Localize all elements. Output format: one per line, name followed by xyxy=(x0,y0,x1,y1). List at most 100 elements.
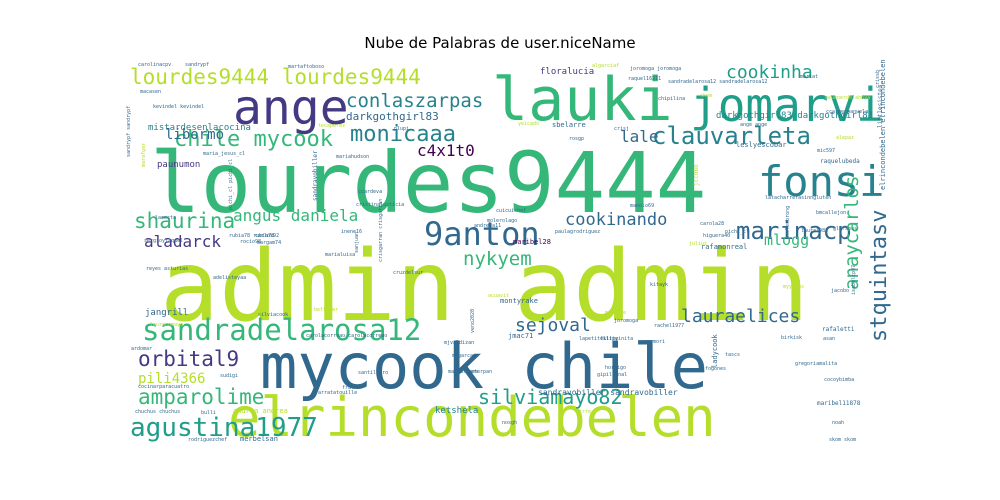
word-monicaaa: monicaaa xyxy=(350,122,456,147)
word-darkgothgirl83: darkgothgirl83 xyxy=(346,110,439,123)
word-tascs: tascs xyxy=(725,352,740,358)
word-asolesbrong: asolesbrong xyxy=(785,206,791,239)
word-mistardesenlacocina: mistardesenlacocina xyxy=(148,123,251,133)
word-rachel1977: rachel1977 xyxy=(654,323,684,329)
word-shaurina: shaurina xyxy=(134,209,235,233)
word-ardomar: ardomar xyxy=(131,346,152,352)
word-paunumon: paunumon xyxy=(157,160,200,170)
word-julius: julius xyxy=(689,241,707,247)
word-chile-mycook: chile mycook xyxy=(174,127,333,152)
word-jangrill: jangrill xyxy=(145,308,188,318)
word-anaycarlos: anaycarlos xyxy=(841,176,863,290)
word-ange-ange: ange ange xyxy=(740,122,767,128)
word-clauvarleta: clauvarleta xyxy=(652,122,811,150)
word-c4x1t0: c4x1t0 xyxy=(417,141,475,160)
word-cruzdelsur: cruzdelsur xyxy=(393,270,423,276)
word-silviamayo82: silviamayo82 xyxy=(478,385,623,409)
cloud-canvas xyxy=(129,62,899,447)
word-fonsi: fonsi xyxy=(758,157,884,206)
word-andrea-andrea: andrea andrea xyxy=(233,407,288,415)
word-ccarmenmanuela: ccarmenmanuela xyxy=(826,109,868,115)
word-isabelcp97: isabelcp97 xyxy=(851,265,857,295)
word-lourdes9444-lourdes9444: lourdes9444 lourdes9444 xyxy=(130,65,421,89)
word-lauracomayo: lauracomayo xyxy=(150,322,183,328)
word-nosgh: nosgh xyxy=(502,420,517,426)
word-hormigo: hormigo xyxy=(605,365,626,371)
word-mic597: mic597 xyxy=(817,148,835,154)
word-cuicuichef: cuicuichef xyxy=(496,208,526,214)
word-cookinando: cookinando xyxy=(565,210,667,230)
word-myytrax: myytrax xyxy=(783,284,804,290)
word-jccobo: jccobo xyxy=(693,164,700,186)
word-cocoybimba: cocoybimba xyxy=(824,377,854,383)
word-algarciaf: algarciaf xyxy=(592,63,619,69)
word-rafamonreal: rafamonreal xyxy=(701,243,747,251)
word-ladycook: ladycook xyxy=(711,333,719,368)
word-pichi-cl-pichi-cl: pichi_cl pichi_cl xyxy=(228,159,234,210)
word-laura1982: laura1982 xyxy=(801,228,828,234)
word-crisgarran-crisgarran: crisgarran crisgarran xyxy=(378,199,384,262)
word-molerolago: molerolago xyxy=(487,218,517,224)
word-sandradelarosa12-sandradelarosa12: sandradelarosa12 sandradelarosa12 xyxy=(668,79,767,85)
word-malcarases: malcarases xyxy=(448,369,478,375)
word-silviacook: silviacook xyxy=(258,312,288,318)
word-mariat: mariat xyxy=(800,74,818,80)
word-mariahudson: mariahudson xyxy=(336,154,369,160)
word-gregoriamalita: gregoriamalita xyxy=(795,361,837,367)
word-mjvaldizan: mjvaldizan xyxy=(444,340,474,346)
word-crissb: crissb xyxy=(875,70,881,88)
word-9anton: 9anton xyxy=(424,215,540,253)
word-reyes-asturias: reyes asturias xyxy=(146,266,188,272)
word-carola28: carola28 xyxy=(700,221,724,227)
word-cookinha: cookinha xyxy=(726,62,813,83)
word-mlogg: mlogg xyxy=(764,231,809,249)
word-maribel28: maribel28 xyxy=(513,238,551,246)
word-inene16: inene16 xyxy=(341,229,362,235)
word-nykyem: nykyem xyxy=(463,248,532,270)
word-aladarck: aladarck xyxy=(144,232,221,251)
word-angus-daniela: angus daniela xyxy=(233,206,358,225)
word-conlaszarpas: conlaszarpas xyxy=(346,90,483,112)
word-sudigi: sudigi xyxy=(220,373,238,379)
word-ketshela: ketshela xyxy=(435,406,478,416)
word-lasecta: lasecta xyxy=(155,215,176,221)
word-leslyescobar: leslyescobar xyxy=(736,141,787,149)
word-carolinacpv: carolinacpv xyxy=(138,62,171,68)
word-chipilina: chipilina xyxy=(658,96,685,102)
word-admin-admin: admin admin xyxy=(160,230,809,344)
word-fogones: fogones xyxy=(705,366,726,372)
word-sandravobiller: sandravobiller xyxy=(312,150,319,201)
word-mycook-chile: mycook chile xyxy=(260,330,708,403)
word-sanjuan: sanjuan xyxy=(354,232,360,253)
word-adelisteyaa: adelisteyaa xyxy=(213,275,246,281)
word-martaftoboso: martaftoboso xyxy=(288,64,324,70)
word-crisj: crisj xyxy=(614,126,629,132)
word-sandravobiller-sandravobiller: sandravobiller sandravobiller xyxy=(538,388,678,397)
word-raquel16211: raquel16211 xyxy=(628,76,661,82)
word-orbital9: orbital9 xyxy=(138,347,239,371)
word-neuenerdelahoya: neuenerdelahoya xyxy=(825,95,870,101)
word-yeicado: yeicado xyxy=(518,121,539,127)
word-sejoval: sejoval xyxy=(515,315,591,336)
word-chuchus-chuchus: chuchus chuchus xyxy=(135,409,180,415)
word-maribel11878: maribel11878 xyxy=(817,400,861,407)
word-libormo: libormo xyxy=(165,127,224,143)
word-cocinarparacuatro: cocinarparacuatro xyxy=(138,384,189,390)
word-sandradelarosa12: sandradelarosa12 xyxy=(142,313,421,347)
word-marafgar: marafgar xyxy=(141,143,147,167)
word-agustina1977: agustina1977 xyxy=(130,413,318,443)
word-lauki: lauki xyxy=(492,65,673,135)
word-fraf: fraf xyxy=(342,385,354,391)
word-manolo69: manolo69 xyxy=(630,203,654,209)
word-carolacorreao-carolacorreao: carolacorreao carolacorreao xyxy=(306,333,387,339)
word-carlos92: carlos92 xyxy=(255,233,279,239)
word-carmori: carmori xyxy=(644,339,665,345)
word-merbelsan: merbelsan xyxy=(240,435,278,443)
word-plupi: plupi xyxy=(394,126,409,132)
word-marialuisa: marialuisa xyxy=(325,252,355,258)
word-andreda11: andreda11 xyxy=(474,223,501,229)
word-sandrypf-sandrypf: sandrypf sandrypf xyxy=(126,106,132,157)
word-latacharrerasinngluten: latacharrerasinngluten xyxy=(765,195,831,201)
